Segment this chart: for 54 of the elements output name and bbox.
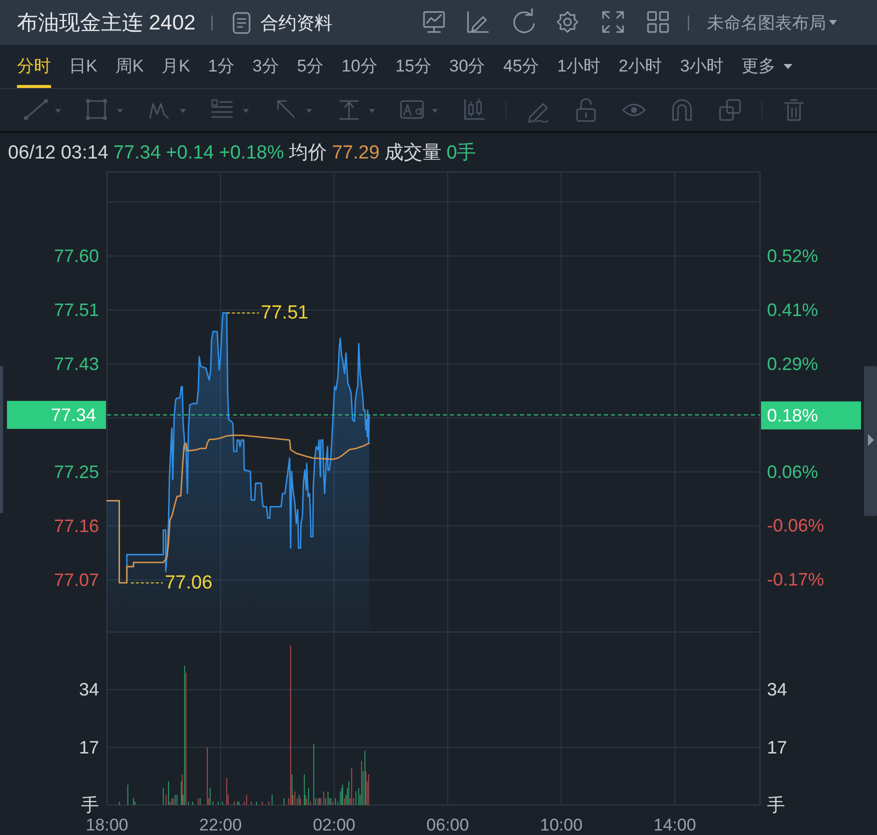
- x-tick-label: 06:00: [426, 816, 469, 834]
- text: 45分: [503, 56, 540, 76]
- y-tick-label: 77.60: [54, 246, 99, 266]
- y2-tick-label: 34: [767, 680, 788, 700]
- text: 3小时: [680, 56, 724, 76]
- text: 1小时: [557, 56, 601, 76]
- ref-line-label: 77.34: [50, 404, 96, 425]
- text: 77.29: [332, 142, 380, 164]
- y2-tick-label: -0.06%: [767, 516, 824, 536]
- x-tick-label: 10:00: [540, 816, 583, 834]
- text: 布油现金主连 2402: [17, 12, 196, 34]
- text: 5分: [296, 56, 324, 76]
- x-tick-label: 02:00: [312, 816, 356, 834]
- y-tick-label: 77.51: [54, 300, 99, 320]
- text: 15分: [395, 56, 432, 76]
- text: 1分: [208, 56, 234, 76]
- text: 分时: [17, 56, 51, 76]
- y-tick-label: 17: [78, 737, 99, 758]
- text: 06/12 03:14: [8, 142, 109, 164]
- y2-tick-label: 0.29%: [767, 354, 818, 374]
- y2-tick-label: 手: [767, 795, 785, 815]
- y2-tick-label: 0.41%: [767, 300, 818, 320]
- x-tick-label: 22:00: [199, 816, 242, 834]
- y-tick-label: 77.43: [54, 354, 99, 374]
- x-tick-label: 18:00: [86, 816, 128, 834]
- y2-tick-label: 0.18%: [767, 405, 818, 426]
- y2-tick-label: 0.52%: [767, 246, 818, 266]
- y-tick-label: 77.07: [54, 570, 99, 590]
- text: 均价: [288, 142, 327, 164]
- text: 0手: [446, 142, 476, 164]
- text: 合约资料: [260, 13, 333, 33]
- text: 月K: [162, 56, 191, 76]
- text: 更多: [742, 56, 776, 76]
- text: 10分: [341, 56, 378, 76]
- text: 2小时: [618, 56, 662, 76]
- x-tick-label: 14:00: [654, 816, 696, 834]
- annotation: 77.51: [260, 302, 308, 324]
- text: +0.14: [166, 142, 214, 164]
- text: 未命名图表布局: [707, 14, 826, 32]
- text: 成交量: [384, 142, 442, 164]
- text: 3分: [252, 56, 279, 76]
- y2-tick-label: 17: [767, 737, 788, 758]
- text: 日K: [69, 56, 98, 76]
- text: 30分: [449, 56, 486, 76]
- text: +0.18%: [219, 142, 284, 164]
- y-tick-label: 34: [78, 680, 99, 700]
- text: 周K: [115, 56, 144, 76]
- annotation: 77.06: [164, 572, 212, 594]
- y-tick-label: 手: [81, 795, 99, 815]
- y-tick-label: 77.16: [54, 516, 99, 536]
- text: 77.34: [113, 142, 162, 164]
- y2-tick-label: 0.06%: [767, 462, 818, 482]
- y2-tick-label: -0.17%: [767, 570, 824, 590]
- y-tick-label: 77.25: [54, 462, 99, 482]
